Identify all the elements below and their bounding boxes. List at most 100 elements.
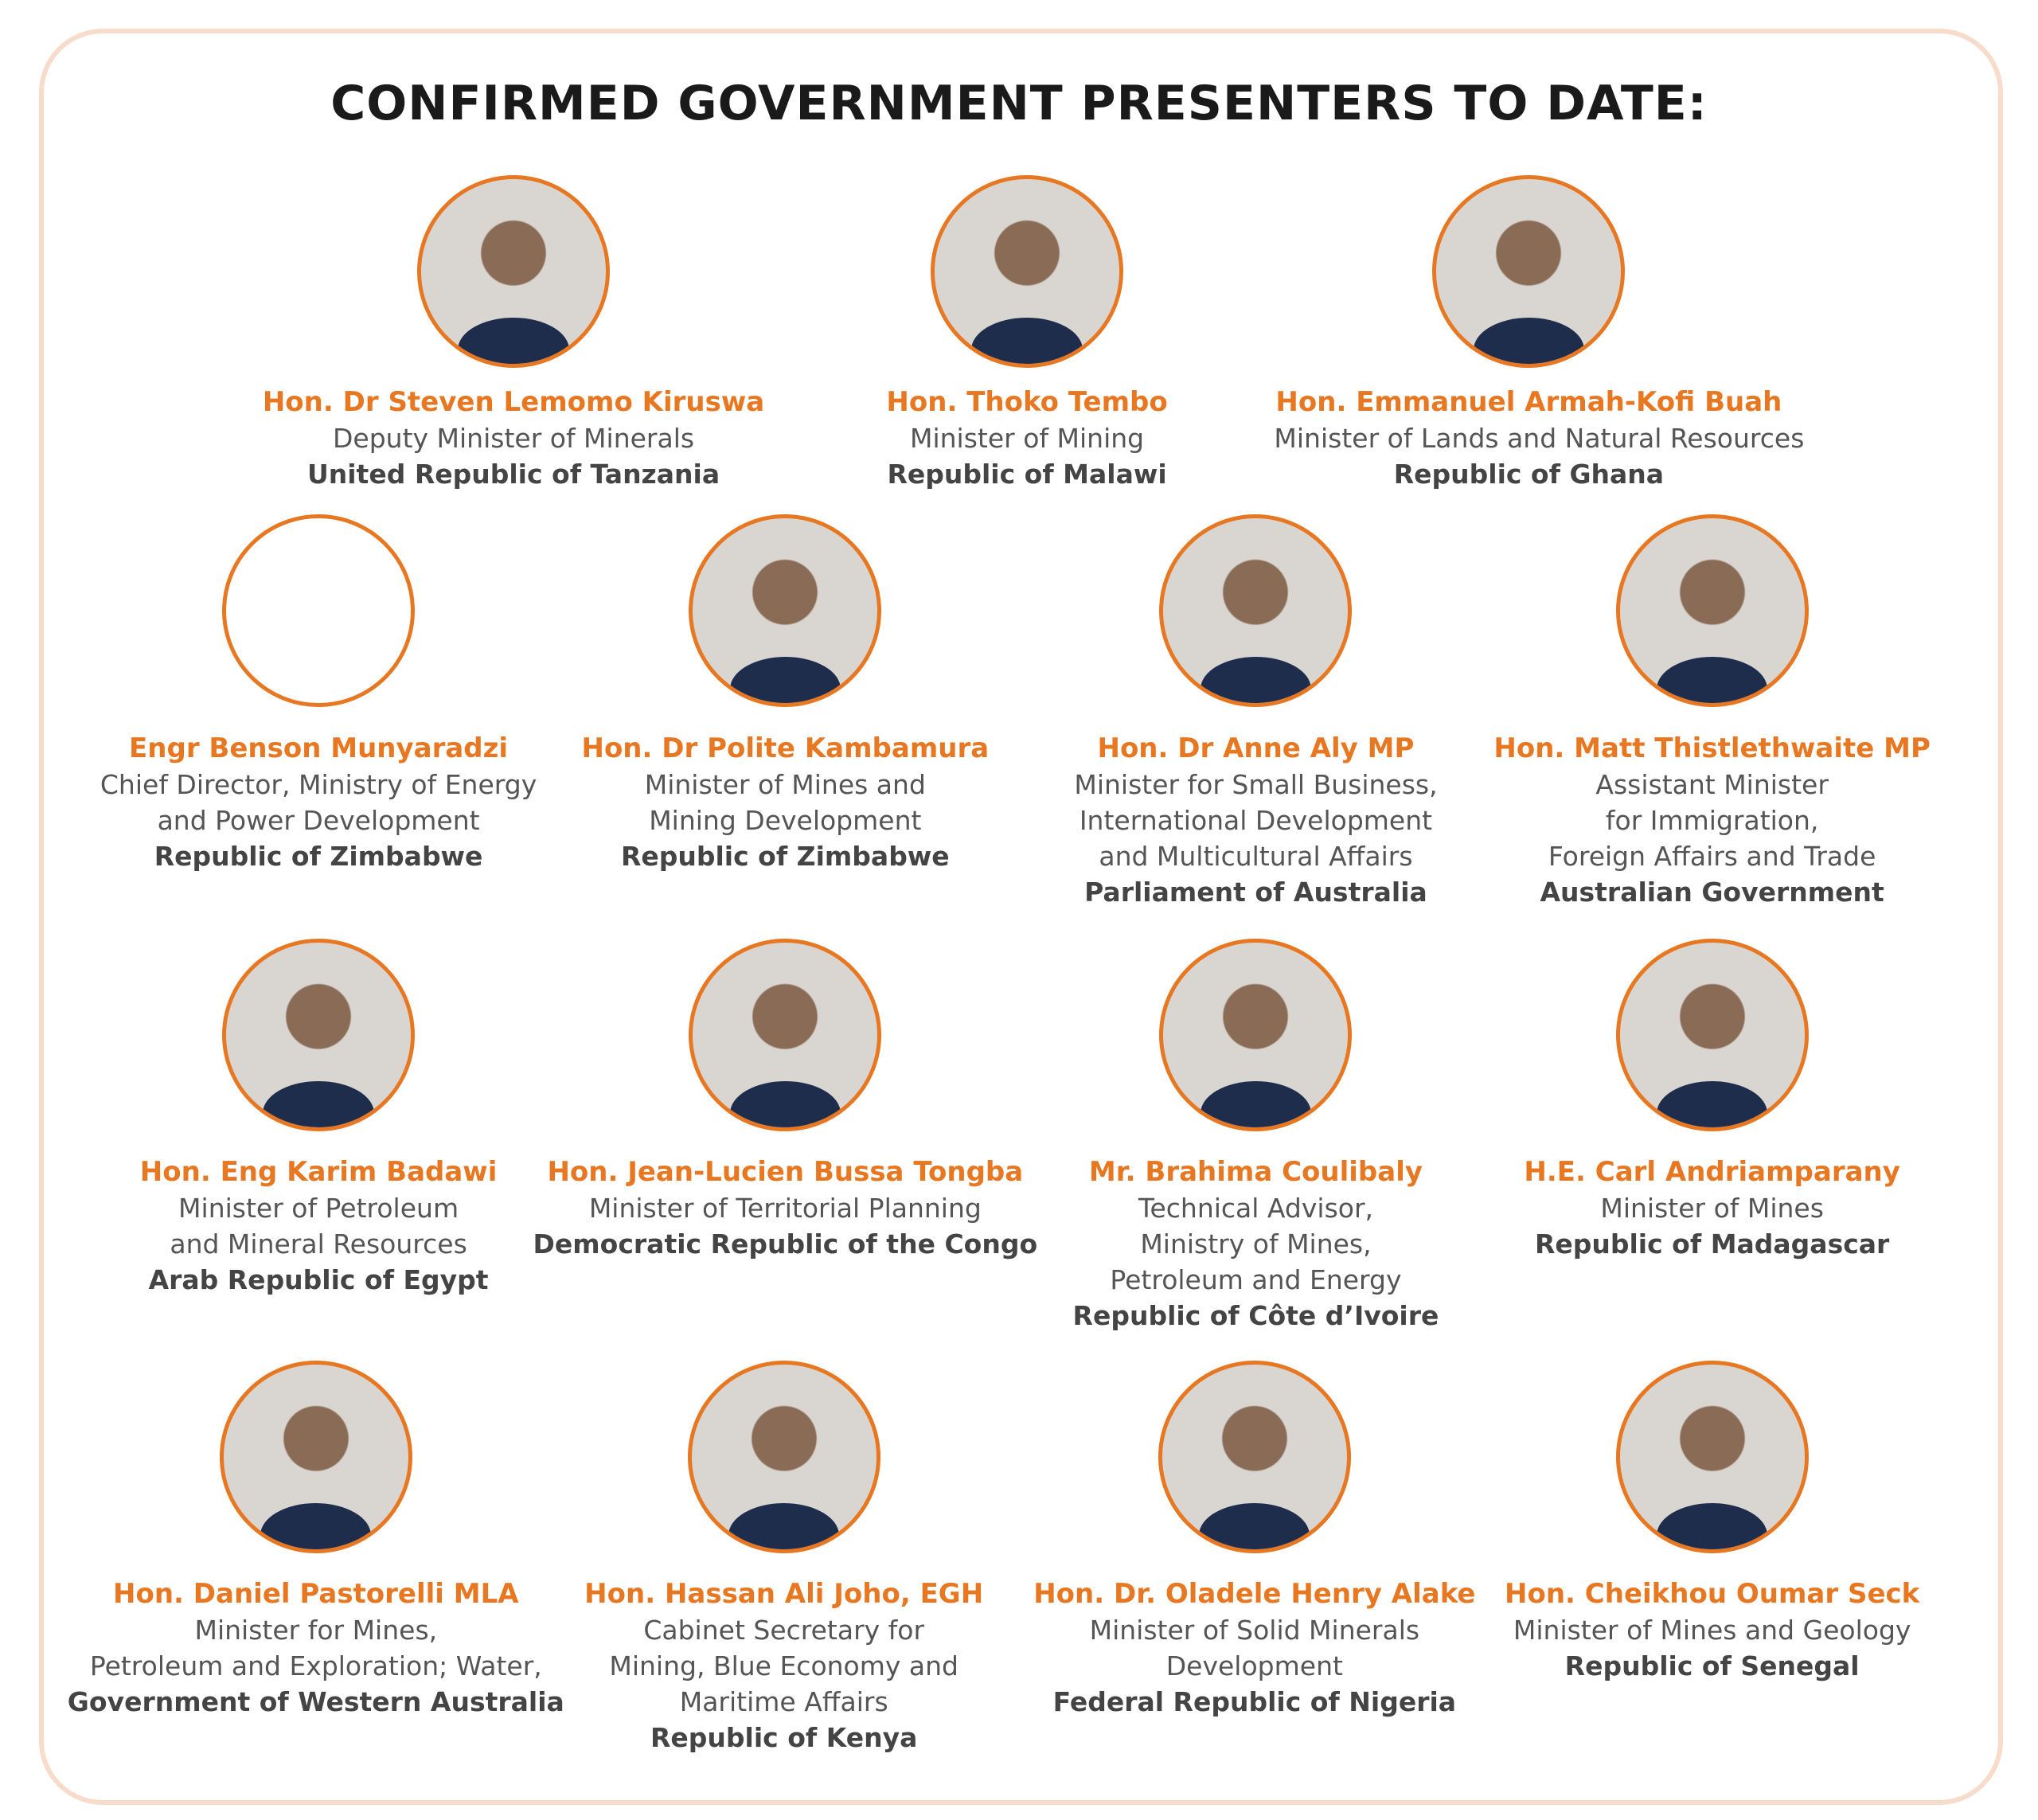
presenter-name: Engr Benson Munyaradzi <box>129 732 509 764</box>
presenter-country: United Republic of Tanzania <box>306 459 720 490</box>
portrait <box>1615 1361 1809 1554</box>
presenter-role: and Mineral Resources <box>170 1228 467 1260</box>
presenter-role: Mining Development <box>649 804 922 836</box>
presenter-card: Hon. Emmanuel Armah-Kofi Buah Minister of… <box>1274 385 1805 492</box>
presenter-name: Hon. Daniel Pastorelli MLA <box>113 1577 519 1610</box>
presenter-country: Republic of Zimbabwe <box>620 840 950 872</box>
presenter-card: Hon. Cheikhou Oumar Seck Minister of Mine… <box>1458 1576 1967 1684</box>
presenter-name: H.E. Carl Andriamparany <box>1524 1155 1900 1188</box>
presenter-role: Minister of Mines <box>1600 1192 1824 1224</box>
portrait <box>687 1361 880 1554</box>
portrait-figure <box>971 317 1083 364</box>
presenter-role: Maritime Affairs <box>679 1685 888 1717</box>
portrait <box>1159 939 1353 1132</box>
portrait-figure <box>260 1503 372 1550</box>
presenter-name: Hon. Jean-Lucien Bussa Tongba <box>547 1155 1024 1188</box>
presenter-card: Hon. Jean-Lucien Bussa Tongba Minister of… <box>530 1154 1040 1262</box>
presenter-role: Foreign Affairs and Trade <box>1548 840 1876 872</box>
presenter-card: Hon. Thoko Tembo Minister of Mining Republ… <box>772 385 1282 492</box>
presenter-role: Cabinet Secretary for <box>643 1614 925 1646</box>
presenter-name: Hon. Dr Polite Kambamura <box>581 732 990 764</box>
portrait-figure <box>1473 317 1584 364</box>
presenter-country: Republic of Kenya <box>650 1721 918 1753</box>
presenter-name: Mr. Brahima Coulibaly <box>1088 1155 1423 1188</box>
presenter-country: Democratic Republic of the Congo <box>533 1228 1038 1260</box>
presenter-card: Hon. Dr Steven Lemomo Kiruswa Deputy Mini… <box>259 385 768 492</box>
presenter-card: Hon. Dr Anne Aly MP Minister for Small Bu… <box>1001 731 1510 910</box>
presenter-name: Hon. Dr Anne Aly MP <box>1097 732 1415 764</box>
presenter-card: H.E. Carl Andriamparany Minister of Mines… <box>1458 1154 1967 1262</box>
presenter-country: Republic of Madagascar <box>1534 1228 1890 1260</box>
presenter-role: Petroleum and Exploration; Water, <box>89 1650 542 1681</box>
presenter-role: Minister of Mines and Geology <box>1513 1614 1911 1646</box>
presenter-card: Hon. Daniel Pastorelli MLA Minister for M… <box>61 1576 571 1720</box>
presenter-country: Parliament of Australia <box>1084 876 1427 908</box>
presenter-name: Hon. Matt Thistlethwaite MP <box>1493 732 1931 764</box>
presenter-role: Assistant Minister <box>1595 768 1829 800</box>
presenter-card: Mr. Brahima Coulibaly Technical Advisor, M… <box>1001 1154 1510 1334</box>
portrait-figure <box>263 1081 374 1128</box>
presenter-role: and Power Development <box>157 804 480 836</box>
presenter-country: Federal Republic of Nigeria <box>1052 1685 1457 1717</box>
portrait <box>1432 174 1626 368</box>
presenter-country: Arab Republic of Egypt <box>148 1263 489 1295</box>
portrait-figure <box>729 1081 841 1128</box>
presenter-country: Republic of Senegal <box>1564 1650 1860 1681</box>
presenter-name: Hon. Hassan Ali Joho, EGH <box>584 1577 984 1610</box>
presenter-role: for Immigration, <box>1605 804 1819 836</box>
presenter-card: Hon. Hassan Ali Joho, EGH Cabinet Secreta… <box>529 1576 1039 1756</box>
portrait <box>689 939 882 1132</box>
presenter-country: Republic of Ghana <box>1393 459 1665 490</box>
presenter-country: Australian Government <box>1540 876 1884 908</box>
presenter-role: Minister of Mines and <box>644 768 926 800</box>
portrait <box>417 174 611 368</box>
title: CONFIRMED GOVERNMENT PRESENTERS TO DATE: <box>330 76 1708 131</box>
portrait-figure <box>1657 657 1768 704</box>
portrait-figure <box>728 1503 840 1550</box>
presenter-name: Hon. Dr. Oladele Henry Alake <box>1033 1577 1476 1610</box>
portrait-figure <box>1199 1503 1310 1550</box>
presenter-country: Republic of Zimbabwe <box>154 840 483 872</box>
portrait <box>1615 939 1809 1132</box>
portrait-figure <box>1200 1081 1312 1128</box>
presenter-name: Hon. Thoko Tembo <box>886 386 1168 419</box>
presenter-role: Minister of Lands and Natural Resources <box>1274 423 1805 455</box>
presenter-role: Mining, Blue Economy and <box>609 1650 958 1681</box>
presenter-role: and Multicultural Affairs <box>1099 840 1413 872</box>
presenter-role: Deputy Minister of Minerals <box>333 423 695 455</box>
presenter-role: Technical Advisor, <box>1138 1192 1374 1224</box>
presenter-country: Republic of Malawi <box>887 459 1167 490</box>
frame <box>39 29 2003 1805</box>
presenter-role: Minister for Mines, <box>194 1614 438 1646</box>
portrait-figure <box>729 657 841 704</box>
presenter-name: Hon. Dr Steven Lemomo Kiruswa <box>262 386 765 419</box>
presenter-role: Ministry of Mines, <box>1140 1228 1372 1260</box>
presenter-card: Hon. Dr Polite Kambamura Minister of Mine… <box>530 731 1040 874</box>
portrait-figure <box>1657 1081 1768 1128</box>
presenter-name: Hon. Eng Karim Badawi <box>139 1155 498 1188</box>
presenter-name: Hon. Cheikhou Oumar Seck <box>1505 1577 1920 1610</box>
presenter-role: Minister for Small Business, <box>1074 768 1438 800</box>
portrait-figure <box>1200 657 1312 704</box>
presenter-name: Hon. Emmanuel Armah-Kofi Buah <box>1275 386 1782 419</box>
portrait <box>689 514 882 708</box>
presenter-card: Hon. Dr. Oladele Henry Alake Minister of … <box>1000 1576 1509 1720</box>
portrait <box>931 174 1124 368</box>
presenter-role: Development <box>1165 1650 1343 1681</box>
portrait <box>222 939 416 1132</box>
presenter-country: Republic of Côte d’Ivoire <box>1072 1299 1439 1331</box>
presenter-role: Minister of Petroleum <box>178 1192 459 1224</box>
presenter-card: Hon. Matt Thistlethwaite MP Assistant Min… <box>1458 731 1967 910</box>
portrait <box>222 514 416 708</box>
presenter-role: Minister of Mining <box>910 423 1145 455</box>
presenter-card: Engr Benson Munyaradzi Chief Director, Mi… <box>64 731 573 874</box>
presenter-role: International Development <box>1079 804 1433 836</box>
portrait <box>1159 514 1353 708</box>
portrait-figure <box>1657 1503 1768 1550</box>
portrait <box>1158 1361 1351 1554</box>
portrait <box>219 1361 412 1554</box>
presenter-role: Petroleum and Energy <box>1110 1263 1402 1295</box>
portrait-figure <box>458 317 569 364</box>
presenter-role: Minister of Territorial Planning <box>588 1192 982 1224</box>
